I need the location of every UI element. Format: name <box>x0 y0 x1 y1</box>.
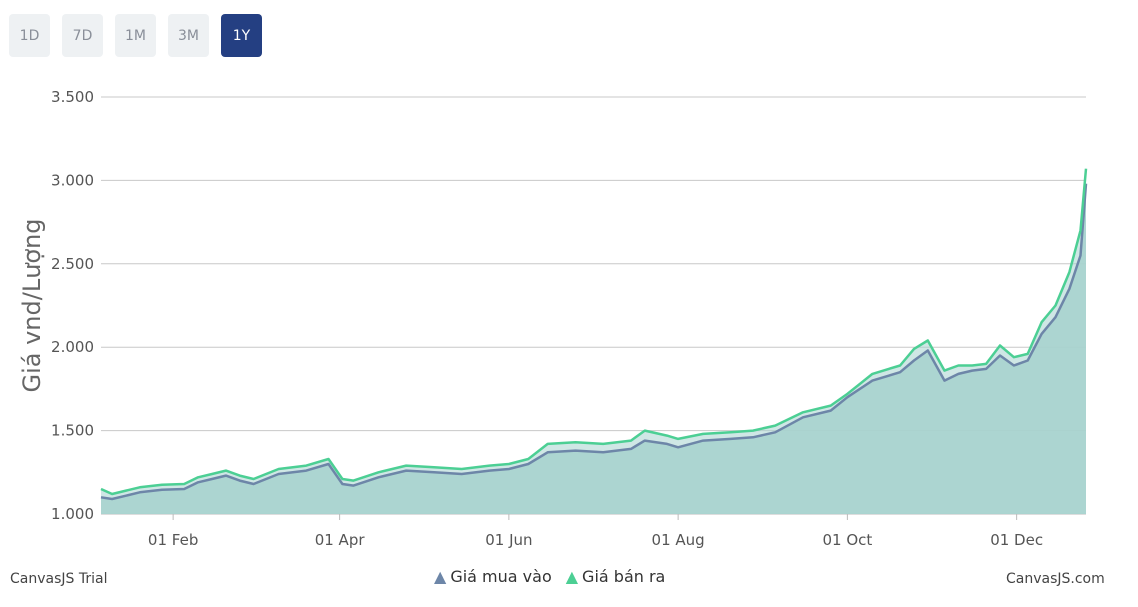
x-tick-label: 01 Feb <box>148 531 198 549</box>
legend-item-buy[interactable]: ▲ Giá mua vào <box>434 567 552 586</box>
range-3m-button[interactable]: 3M <box>168 14 209 57</box>
canvasjs-brand-link[interactable]: CanvasJS.com <box>1006 571 1105 587</box>
y-axis-title: Giá vnd/Lượng <box>18 218 46 392</box>
range-7d-button[interactable]: 7D <box>62 14 103 57</box>
y-tick-label: 1.000 <box>51 505 94 523</box>
legend-buy-label: Giá mua vào <box>450 567 552 586</box>
y-tick-label: 3.500 <box>51 88 94 106</box>
triangle-icon: ▲ <box>565 567 579 586</box>
range-selector: 1D 7D 1M 3M 1Y <box>9 14 262 57</box>
x-tick-label: 01 Apr <box>315 531 366 549</box>
chart-legend: ▲ Giá mua vào ▲ Giá bán ra <box>434 567 665 586</box>
buy-series-line <box>100 183 1088 501</box>
y-tick-label: 1.500 <box>51 422 94 440</box>
x-tick-label: 01 Dec <box>990 531 1043 549</box>
canvasjs-trial-label: CanvasJS Trial <box>10 571 108 587</box>
buy-series-area <box>101 183 1086 514</box>
y-tick-label: 2.000 <box>51 338 94 356</box>
range-1y-button[interactable]: 1Y <box>221 14 262 57</box>
legend-sell-label: Giá bán ra <box>582 567 666 586</box>
x-tick-label: 01 Jun <box>485 531 532 549</box>
x-tick-label: 01 Oct <box>822 531 872 549</box>
legend-item-sell[interactable]: ▲ Giá bán ra <box>566 567 666 586</box>
triangle-icon: ▲ <box>434 567 447 586</box>
range-1d-button[interactable]: 1D <box>9 14 50 57</box>
x-tick-label: 01 Aug <box>652 531 705 549</box>
sell-series-line <box>100 168 1088 496</box>
range-1m-button[interactable]: 1M <box>115 14 156 57</box>
y-tick-label: 2.500 <box>51 255 94 273</box>
y-tick-label: 3.000 <box>51 171 94 189</box>
